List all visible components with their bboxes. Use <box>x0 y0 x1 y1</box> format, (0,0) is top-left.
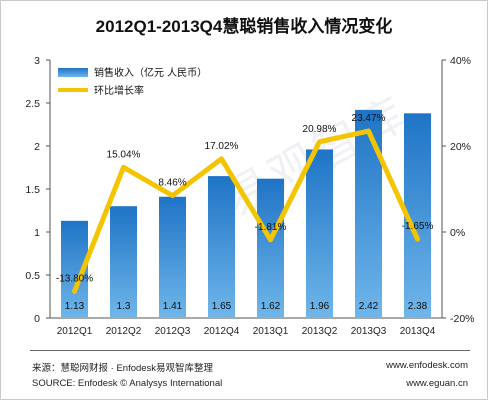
y-tick-label-left: 0 <box>34 313 40 325</box>
x-tick-label: 2012Q3 <box>155 326 191 337</box>
line-value-label: -13.80% <box>56 273 93 284</box>
y-tick-label-right: -20% <box>450 313 475 325</box>
line-value-label: 15.04% <box>107 149 141 160</box>
x-tick-label: 2012Q4 <box>204 326 240 337</box>
bar <box>208 176 235 318</box>
y-tick-label-left: 1 <box>34 227 40 239</box>
bar <box>159 196 186 318</box>
line-value-label: -1.81% <box>255 222 287 233</box>
line-value-label: 23.47% <box>352 113 386 124</box>
y-tick-label-right: 20% <box>450 141 471 153</box>
footer-divider <box>30 350 470 351</box>
bar <box>306 149 333 318</box>
x-tick-label: 2012Q2 <box>106 326 142 337</box>
source-en: SOURCE: Enfodesk © Analysys Internationa… <box>32 378 223 389</box>
legend-label-line: 环比增长率 <box>94 84 144 97</box>
line-value-label: 8.46% <box>158 178 186 189</box>
y-tick-label-right: 40% <box>450 55 471 67</box>
site-enfodesk: www.enfodesk.com <box>386 360 468 371</box>
chart-title: 2012Q1-2013Q4慧聪销售收入情况变化 <box>95 17 393 36</box>
growth-line <box>72 128 420 294</box>
bar-value-label: 1.13 <box>65 301 85 312</box>
x-tick-label: 2013Q2 <box>302 326 338 337</box>
bar-value-label: 1.3 <box>117 301 131 312</box>
x-tick-label: 2013Q4 <box>400 326 436 337</box>
line-value-label: 17.02% <box>205 141 239 152</box>
bar-value-label: 1.65 <box>212 301 232 312</box>
bar-value-label: 2.42 <box>359 301 379 312</box>
bar-value-label: 1.62 <box>261 301 281 312</box>
bar-value-label: 1.96 <box>310 301 330 312</box>
y-tick-label-left: 2.5 <box>25 98 40 110</box>
bar <box>110 206 137 318</box>
line-value-label: -1.65% <box>402 221 434 232</box>
bar-value-label: 1.41 <box>163 301 183 312</box>
x-tick-label: 2012Q1 <box>57 326 93 337</box>
line-value-label: 20.98% <box>303 124 337 135</box>
x-tick-label: 2013Q3 <box>351 326 387 337</box>
y-tick-label-left: 0.5 <box>25 270 40 282</box>
source-cn: 来源：慧聪网财报 · Enfodesk易观智库整理 <box>32 363 214 374</box>
x-tick-label: 2013Q1 <box>253 326 289 337</box>
bar-value-label: 2.38 <box>408 301 428 312</box>
site-eguan: www.eguan.cn <box>406 378 468 389</box>
y-tick-label-left: 3 <box>34 55 40 67</box>
legend-label-bar: 销售收入（亿元 人民币） <box>94 66 207 79</box>
y-tick-label-left: 1.5 <box>25 184 40 196</box>
bar <box>355 109 382 318</box>
y-tick-label-right: 0% <box>450 227 465 239</box>
legend-swatch-bar <box>58 68 88 77</box>
bar <box>257 178 284 318</box>
y-tick-label-left: 2 <box>34 141 40 153</box>
